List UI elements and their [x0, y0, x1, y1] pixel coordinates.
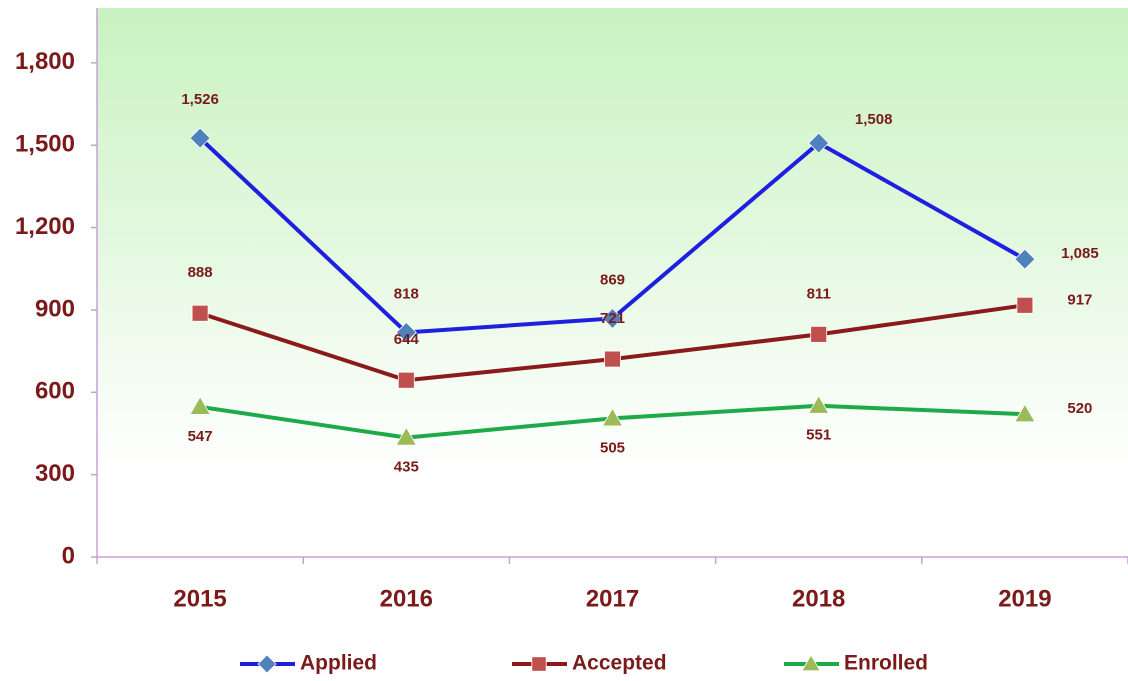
data-point [604, 350, 621, 368]
data-point [808, 132, 830, 154]
y-tick-label: 0 [62, 542, 75, 569]
y-tick-label: 300 [35, 460, 75, 487]
data-label: 644 [394, 331, 420, 348]
data-label: 888 [188, 264, 213, 281]
data-label: 547 [188, 428, 213, 445]
legend-marker [801, 654, 821, 672]
legend-label: Accepted [572, 652, 667, 675]
plot-area [97, 8, 1128, 557]
y-tick-label: 900 [35, 295, 75, 322]
data-label: 811 [807, 285, 831, 302]
data-point [1014, 403, 1036, 423]
x-tick-label: 2019 [998, 585, 1051, 612]
data-label: 1,526 [181, 91, 219, 108]
data-point [395, 426, 417, 446]
data-point [1014, 248, 1036, 270]
data-label: 1,085 [1061, 245, 1099, 262]
data-point [189, 396, 211, 415]
data-label: 1,508 [855, 111, 893, 128]
data-point [189, 127, 211, 149]
x-tick-label: 2017 [586, 585, 639, 612]
y-tick-label: 1,500 [15, 131, 75, 158]
data-label: 869 [600, 271, 625, 288]
data-point [1016, 296, 1034, 314]
x-tick-label: 2018 [792, 585, 845, 612]
data-label: 435 [394, 459, 419, 476]
data-point [810, 325, 828, 343]
data-label: 818 [394, 285, 419, 302]
data-label: 505 [600, 439, 625, 456]
data-label: 917 [1067, 291, 1092, 308]
x-tick-label: 2015 [173, 585, 226, 612]
data-point [191, 304, 209, 322]
y-tick-label: 1,800 [15, 48, 75, 75]
data-label: 551 [806, 427, 831, 444]
data-label: 520 [1067, 400, 1092, 417]
data-label: 721 [600, 310, 625, 327]
legend-marker [531, 656, 547, 672]
data-point [601, 407, 624, 427]
data-point [601, 307, 624, 330]
y-tick-label: 1,200 [15, 213, 75, 240]
x-tick-label: 2016 [380, 585, 433, 612]
data-point [395, 321, 417, 344]
legend-label: Enrolled [844, 652, 928, 675]
legend-label: Applied [300, 652, 377, 675]
y-tick-label: 600 [35, 378, 75, 405]
data-point [808, 394, 830, 414]
legend-marker [257, 654, 277, 674]
data-point [397, 371, 415, 389]
